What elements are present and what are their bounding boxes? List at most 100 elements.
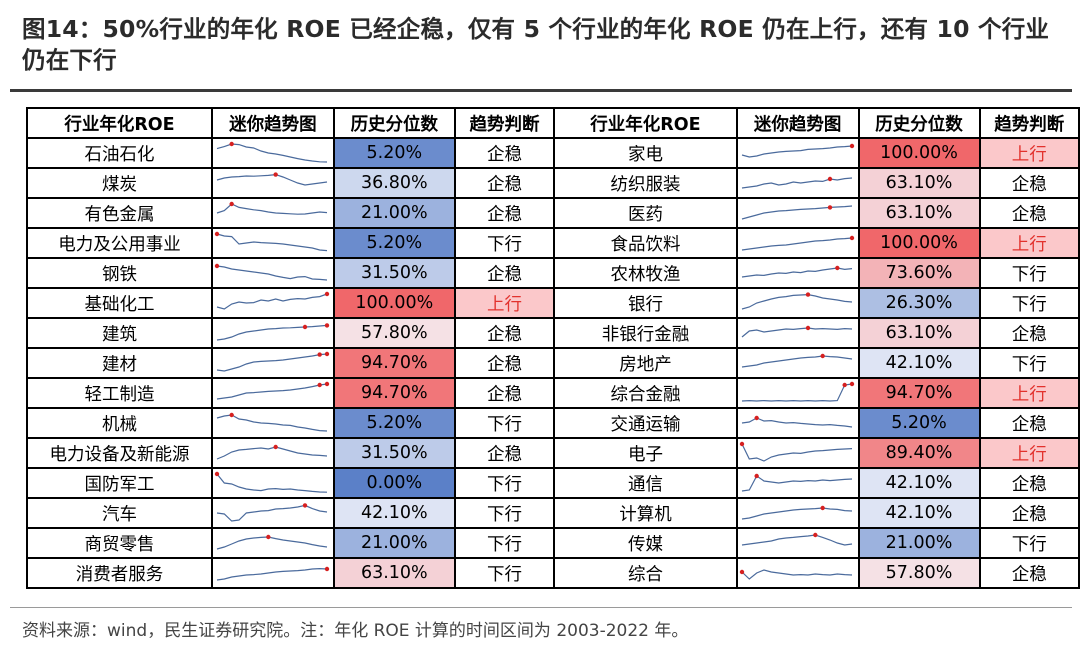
sparkline-path: [216, 504, 328, 522]
sparkline-cell: [735, 257, 860, 289]
sparkline-chart: [741, 505, 852, 520]
percentile-value: 100.00%: [857, 227, 981, 259]
sparkline-chart: [216, 444, 328, 460]
percentile-value: 63.10%: [857, 167, 981, 199]
sparkline-high-marker: [805, 292, 810, 297]
industry-name: 石油石化: [26, 137, 213, 169]
percentile-value: 42.10%: [857, 347, 981, 379]
sparkline-chart: [739, 441, 852, 462]
sparkline-chart: [216, 201, 328, 215]
industry-name: 商贸零售: [26, 527, 213, 559]
trend-judgement: 企稳: [978, 497, 1080, 529]
industry-name: 食品饮料: [553, 227, 738, 259]
sparkline-path: [741, 177, 852, 189]
trend-judgement: 下行: [978, 527, 1080, 559]
percentile-value: 5.20%: [332, 137, 456, 169]
trend-judgement: 企稳: [978, 557, 1080, 589]
percentile-value: 100.00%: [857, 137, 981, 169]
percentile-value: 42.10%: [332, 497, 456, 529]
sparkline-path: [216, 203, 328, 215]
sparkline-path: [741, 327, 852, 338]
trend-judgement: 上行: [978, 377, 1080, 409]
table-row: 轻工制造 94.70% 企稳 综合金融 94.70% 上行: [26, 377, 1080, 409]
sparkline-high-marker: [739, 441, 744, 447]
source-rule: [10, 607, 1072, 608]
sparkline-cell: [735, 347, 860, 379]
sparkline-path: [216, 446, 328, 460]
trend-judgement: 企稳: [453, 257, 556, 289]
industry-name: 电力设备及新能源: [26, 437, 213, 469]
sparkline-high-marker: [324, 291, 330, 297]
sparkline-chart: [214, 263, 328, 281]
sparkline-path: [741, 355, 852, 368]
trend-judgement: 下行: [453, 407, 556, 439]
industry-name: 银行: [553, 287, 738, 319]
sparkline-high-marker: [317, 352, 322, 357]
sparkline-path: [741, 417, 852, 428]
percentile-value: 5.20%: [332, 407, 456, 439]
table-row: 石油石化 5.20% 企稳 家电 100.00% 上行: [26, 137, 1080, 169]
table-row: 有色金属 21.00% 企稳 医药 63.10% 企稳: [26, 197, 1080, 229]
sparkline-path: [741, 237, 852, 251]
percentile-value: 63.10%: [857, 317, 981, 349]
percentile-value: 21.00%: [332, 527, 456, 559]
sparkline-cell: [210, 377, 335, 409]
sparkline-chart: [741, 143, 854, 158]
industry-name: 煤炭: [26, 167, 213, 199]
sparkline-cell: [735, 377, 860, 409]
sparkline-path: [741, 569, 852, 580]
sparkline-high-marker: [324, 323, 330, 328]
trend-judgement: 企稳: [978, 167, 1080, 199]
percentile-value: 73.60%: [857, 257, 981, 289]
sparkline-path: [741, 443, 852, 462]
sparkline-high-marker: [849, 235, 854, 241]
trend-judgement: 下行: [453, 557, 556, 589]
percentile-value: 5.20%: [332, 227, 456, 259]
sparkline-high-marker: [229, 412, 234, 418]
industry-name: 综合: [553, 557, 738, 589]
sparkline-cell: [210, 317, 335, 349]
sparkline-cell: [210, 437, 335, 469]
industry-name: 基础化工: [26, 287, 213, 319]
table-row: 国防军工 0.00% 下行 通信 42.10% 企稳: [26, 467, 1080, 499]
sparkline-cell: [210, 407, 335, 439]
trend-judgement: 企稳: [453, 437, 556, 469]
industry-name: 消费者服务: [26, 557, 213, 589]
header-percentile: 历史分位数: [332, 107, 456, 139]
sparkline-chart: [741, 325, 852, 338]
sparkline-path: [216, 353, 328, 372]
percentile-value: 5.20%: [857, 407, 981, 439]
sparkline-cell: [210, 227, 335, 259]
sparkline-cell: [735, 407, 860, 439]
sparkline-chart: [741, 176, 852, 189]
table-row: 基础化工 100.00% 上行 银行 26.30% 下行: [26, 287, 1080, 319]
industry-name: 房地产: [553, 347, 738, 379]
sparkline-chart: [741, 292, 852, 310]
sparkline-high-marker: [324, 566, 330, 572]
trend-judgement: 下行: [978, 347, 1080, 379]
title-rule: [10, 89, 1072, 92]
percentile-value: 100.00%: [332, 287, 456, 319]
sparkline-high-marker: [266, 534, 271, 540]
sparkline-high-marker: [229, 201, 234, 207]
sparkline-chart: [741, 473, 852, 492]
sparkline-cell: [735, 317, 860, 349]
trend-judgement: 企稳: [453, 137, 556, 169]
industry-name: 电子: [553, 437, 738, 469]
trend-judgement: 上行: [978, 137, 1080, 169]
sparkline-chart: [741, 265, 852, 278]
sparkline-chart: [741, 415, 852, 428]
sparkline-chart: [741, 353, 852, 368]
sparkline-high-marker: [324, 381, 330, 387]
table-row: 建筑 57.80% 企稳 非银行金融 63.10% 企稳: [26, 317, 1080, 349]
sparkline-chart: [739, 569, 852, 580]
sparkline-cell: [210, 287, 335, 319]
sparkline-cell: [210, 257, 335, 289]
percentile-value: 94.70%: [332, 377, 456, 409]
trend-judgement: 下行: [453, 497, 556, 529]
industry-name: 家电: [553, 137, 738, 169]
sparkline-chart: [741, 235, 854, 251]
percentile-value: 21.00%: [857, 527, 981, 559]
sparkline-cell: [735, 287, 860, 319]
sparkline-path: [741, 383, 852, 402]
